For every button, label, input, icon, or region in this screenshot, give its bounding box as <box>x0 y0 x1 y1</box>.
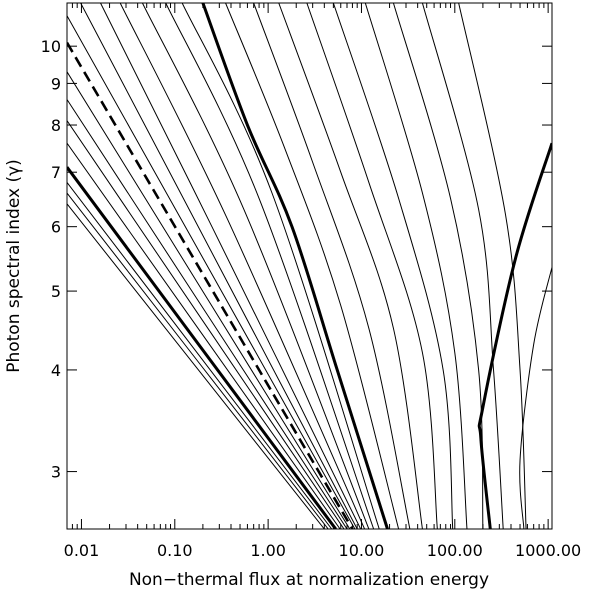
series-line-5 <box>67 142 341 529</box>
series-line-24 <box>392 3 484 529</box>
series-line-25 <box>421 3 504 529</box>
series-line-28 <box>519 267 552 529</box>
y-tick-label: 3 <box>51 463 61 482</box>
series-line-8 <box>67 71 351 529</box>
x-tick-label: 0.10 <box>157 541 193 560</box>
y-tick-label: 5 <box>51 282 61 301</box>
series-line-14 <box>141 3 370 529</box>
series-line-17 <box>201 3 389 529</box>
series-line-20 <box>278 3 423 529</box>
series-layer <box>67 3 552 529</box>
series-line-13 <box>119 3 366 529</box>
y-tick-label: 10 <box>41 37 61 56</box>
series-line-12 <box>100 3 362 529</box>
series-line-22 <box>332 3 454 529</box>
series-line-23 <box>364 3 468 529</box>
y-tick-label: 9 <box>51 74 61 93</box>
y-tick-label: 8 <box>51 116 61 135</box>
series-line-18 <box>225 3 400 529</box>
x-axis-label: Non−thermal flux at normalization energy <box>129 570 489 590</box>
series-line-19 <box>253 3 411 529</box>
series-line-26 <box>458 3 527 529</box>
series-line-15 <box>165 3 375 529</box>
series-line-16 <box>181 3 380 529</box>
series-line-10 <box>67 15 356 529</box>
series-line-2 <box>67 192 329 529</box>
series-line-7 <box>67 99 348 529</box>
series-line-27 <box>477 142 552 529</box>
series-line-1 <box>67 203 325 529</box>
y-tick-label: 4 <box>51 361 61 380</box>
tick-layer: 0.01 0.10 1.00 10.00 100.00 1000.00 3 4 5 6 7 8 9 10 <box>41 3 581 560</box>
series-line-3 <box>67 182 333 529</box>
x-tick-label: 0.01 <box>64 541 100 560</box>
y-tick-label: 6 <box>51 218 61 237</box>
series-line-6 <box>67 120 345 529</box>
series-line-4 <box>67 166 337 529</box>
y-tick-label: 7 <box>51 163 61 182</box>
plot-frame <box>66 2 553 530</box>
series-line-21 <box>306 3 438 529</box>
series-line-11 <box>80 3 358 529</box>
x-tick-label: 100.00 <box>427 541 483 560</box>
y-axis-label: Photon spectral index (γ) <box>4 159 24 373</box>
x-tick-label: 10.00 <box>339 541 385 560</box>
x-tick-label: 1.00 <box>250 541 286 560</box>
series-line-9 <box>67 42 354 529</box>
x-tick-label: 1000.00 <box>515 541 581 560</box>
